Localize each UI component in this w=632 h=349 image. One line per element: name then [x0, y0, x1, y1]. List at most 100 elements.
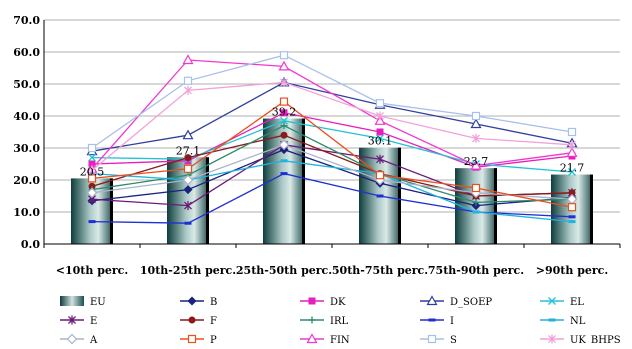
marker: [472, 198, 480, 206]
marker: [187, 296, 197, 306]
bar-shadow: [110, 178, 113, 244]
data-label: 39.2: [272, 106, 297, 119]
legend-item: B: [180, 296, 217, 308]
bar-shadow: [206, 157, 209, 244]
series-line: [91, 81, 573, 152]
series-line: [91, 160, 573, 223]
data-label: 30.1: [368, 135, 393, 148]
bar-shadow: [398, 147, 401, 244]
gridlines: [44, 19, 620, 213]
marker: [182, 54, 194, 65]
marker: [183, 76, 193, 85]
marker: [308, 297, 316, 305]
marker: [376, 154, 384, 164]
marker: [184, 201, 192, 211]
legend-label: UK_BHPS: [570, 335, 621, 345]
legend-item: NL: [540, 316, 586, 327]
marker: [568, 189, 576, 197]
marker: [182, 129, 194, 140]
series-line: [91, 59, 573, 170]
marker: [88, 220, 96, 224]
x-tick-label: >90th perc.: [536, 264, 608, 277]
series-line: [91, 124, 573, 204]
marker: [184, 221, 192, 225]
y-tick-label: 30.0: [13, 142, 40, 155]
legend-item: EL: [540, 297, 584, 308]
y-tick-label: 0.0: [21, 238, 40, 251]
marker: [278, 60, 290, 71]
marker: [376, 194, 384, 198]
marker: [428, 318, 436, 322]
marker: [184, 154, 192, 162]
legend-item: S: [420, 334, 457, 346]
marker: [188, 316, 196, 324]
marker: [568, 168, 576, 176]
marker: [68, 315, 76, 325]
series-el: [88, 116, 576, 176]
axes: 0.0 10.0 20.0 30.0 40.0 50.0 60.0 70.0 <10th per…: [13, 14, 621, 277]
series-line: [91, 81, 573, 171]
series-line: [91, 54, 573, 149]
legend-item: DK: [300, 297, 346, 308]
legend-label: B: [210, 297, 217, 308]
y-tick-label: 10.0: [13, 206, 40, 219]
marker: [548, 297, 556, 305]
marker: [306, 333, 318, 344]
legend-label: P: [210, 335, 217, 345]
data-labels: 20.5 27.1 39.2 30.1 23.7 21.7: [80, 106, 585, 179]
marker: [278, 139, 290, 151]
marker: [280, 131, 288, 139]
legend-item: FIN: [300, 333, 350, 346]
legend-item: P: [180, 334, 217, 346]
x-tick-label: 25th-50th perc.: [236, 264, 332, 277]
legend-label: EL: [570, 297, 584, 308]
marker: [470, 159, 482, 170]
legend-swatch: [60, 296, 84, 306]
legend-item: A: [60, 333, 98, 346]
y-tick-label: 60.0: [13, 46, 40, 59]
x-tick-label: <10th perc.: [56, 264, 128, 277]
marker: [471, 111, 481, 121]
legend-label: S: [450, 335, 457, 345]
marker: [472, 210, 480, 214]
legend-item: D_SOEP: [420, 295, 492, 308]
legend-label: NL: [570, 316, 586, 327]
y-tick-label: 70.0: [13, 14, 40, 27]
marker: [88, 153, 96, 162]
marker: [308, 316, 316, 324]
marker: [280, 109, 288, 117]
marker: [183, 164, 193, 173]
marker: [376, 134, 384, 143]
legend-label: DK: [330, 297, 346, 308]
series-line: [91, 100, 573, 208]
marker: [88, 165, 96, 175]
legend-label: E: [90, 316, 97, 327]
marker: [375, 171, 385, 180]
marker: [427, 334, 437, 344]
marker: [183, 185, 193, 195]
data-label: 23.7: [464, 155, 489, 168]
x-tick-label: 75th-90th perc.: [428, 264, 524, 277]
series-line: [91, 172, 573, 224]
x-tick-label: 50th-75th perc.: [332, 264, 428, 277]
marker: [567, 203, 577, 212]
marker: [548, 318, 556, 322]
legend-label: F: [210, 316, 217, 327]
marker: [568, 220, 576, 224]
data-label: 27.1: [176, 144, 201, 157]
legend-label: A: [89, 335, 98, 345]
marker: [280, 122, 288, 130]
marker: [470, 118, 482, 129]
marker: [182, 174, 194, 186]
series-line: [91, 148, 573, 207]
marker: [279, 51, 289, 60]
marker: [66, 333, 78, 345]
marker: [375, 99, 385, 108]
series-line: [91, 134, 573, 197]
bar-shadow: [590, 174, 593, 244]
marker: [86, 187, 98, 199]
marker: [280, 159, 288, 163]
marker: [280, 116, 288, 125]
